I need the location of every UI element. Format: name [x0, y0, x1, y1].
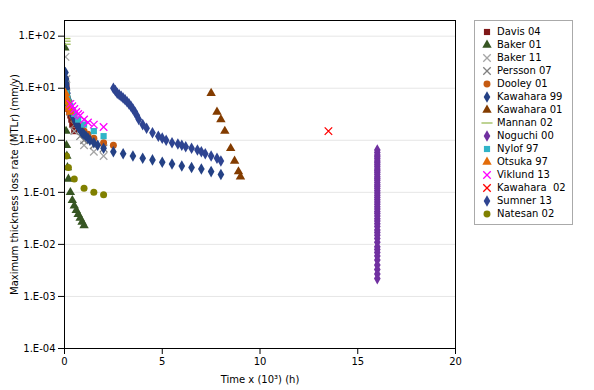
svg-text:1.E-01: 1.E-01 [23, 187, 55, 198]
html-text:Kawahara 99: Kawahara 99 [497, 91, 563, 102]
html-text:Nylof 97: Nylof 97 [497, 143, 539, 154]
svg-text:10: 10 [254, 356, 267, 367]
html-text:Mannan 02: Mannan 02 [497, 117, 553, 128]
html-text:Baker 11: Baker 11 [497, 52, 542, 63]
html-text:Sumner 13: Sumner 13 [497, 195, 552, 206]
html-text:Davis 04: Davis 04 [497, 26, 541, 37]
svg-text:0: 0 [61, 356, 67, 367]
html-text:Natesan 02: Natesan 02 [497, 208, 555, 219]
svg-text:5: 5 [159, 356, 165, 367]
html-text:Otsuka 97: Otsuka 97 [497, 156, 548, 167]
svg-text:1.E+00: 1.E+00 [19, 134, 56, 145]
html-text:Kawahara 02: Kawahara 02 [497, 182, 566, 193]
svg-text:1.E-02: 1.E-02 [23, 239, 55, 250]
svg-text:15: 15 [351, 356, 364, 367]
html-text:Persson 07: Persson 07 [497, 65, 552, 76]
html-text:Viklund 13: Viklund 13 [497, 169, 550, 180]
svg-text:1.E-04: 1.E-04 [23, 343, 55, 354]
svg-text:1.E+01: 1.E+01 [19, 82, 56, 93]
svg-text:1.E+02: 1.E+02 [19, 30, 56, 41]
html-text:Kawahara 01: Kawahara 01 [497, 104, 563, 115]
html-text:Noguchi 00: Noguchi 00 [497, 130, 554, 141]
svg-text:Time x (10³) (h): Time x (10³) (h) [220, 374, 300, 385]
html-text:Baker 01: Baker 01 [497, 39, 542, 50]
html-text:Dooley 01: Dooley 01 [497, 78, 548, 89]
svg-text:1.E-03: 1.E-03 [23, 291, 55, 302]
svg-text:Maximum thickness loss rate (M: Maximum thickness loss rate (MTLr) (mm/y… [9, 74, 20, 295]
svg-text:20: 20 [449, 356, 462, 367]
